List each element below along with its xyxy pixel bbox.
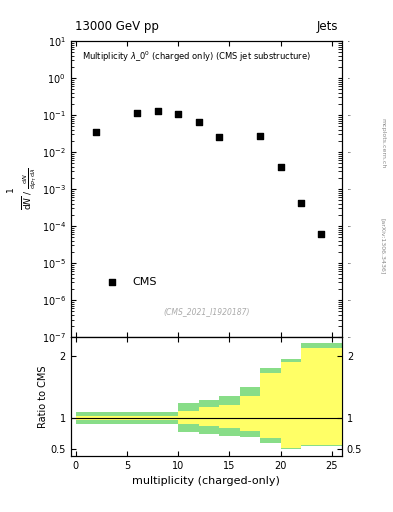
Text: (CMS_2021_I1920187): (CMS_2021_I1920187) — [163, 307, 250, 316]
Point — [257, 132, 263, 140]
Point — [154, 106, 161, 115]
Point — [195, 118, 202, 126]
Y-axis label: 1
$\overline{\mathrm{d}N}$ / $\frac{\mathrm{d}N}{\mathrm{d}p_\mathrm{T}\,\mathrm: 1 $\overline{\mathrm{d}N}$ / $\frac{\mat… — [6, 167, 39, 210]
Text: [arXiv:1306.3436]: [arXiv:1306.3436] — [381, 218, 386, 274]
Point — [175, 110, 181, 118]
Point — [298, 199, 304, 207]
Point — [93, 128, 99, 136]
Text: Jets: Jets — [316, 20, 338, 33]
Point — [134, 110, 140, 118]
Point — [318, 230, 325, 239]
Point — [216, 133, 222, 141]
Text: CMS: CMS — [132, 278, 157, 288]
X-axis label: multiplicity (charged-only): multiplicity (charged-only) — [132, 476, 280, 486]
Point — [108, 279, 115, 287]
Y-axis label: Ratio to CMS: Ratio to CMS — [38, 365, 48, 428]
Text: 13000 GeV pp: 13000 GeV pp — [75, 20, 158, 33]
Text: Multiplicity $\lambda\_0^0$ (charged only) (CMS jet substructure): Multiplicity $\lambda\_0^0$ (charged onl… — [82, 50, 310, 64]
Point — [277, 163, 284, 171]
Text: mcplots.cern.ch: mcplots.cern.ch — [381, 118, 386, 168]
